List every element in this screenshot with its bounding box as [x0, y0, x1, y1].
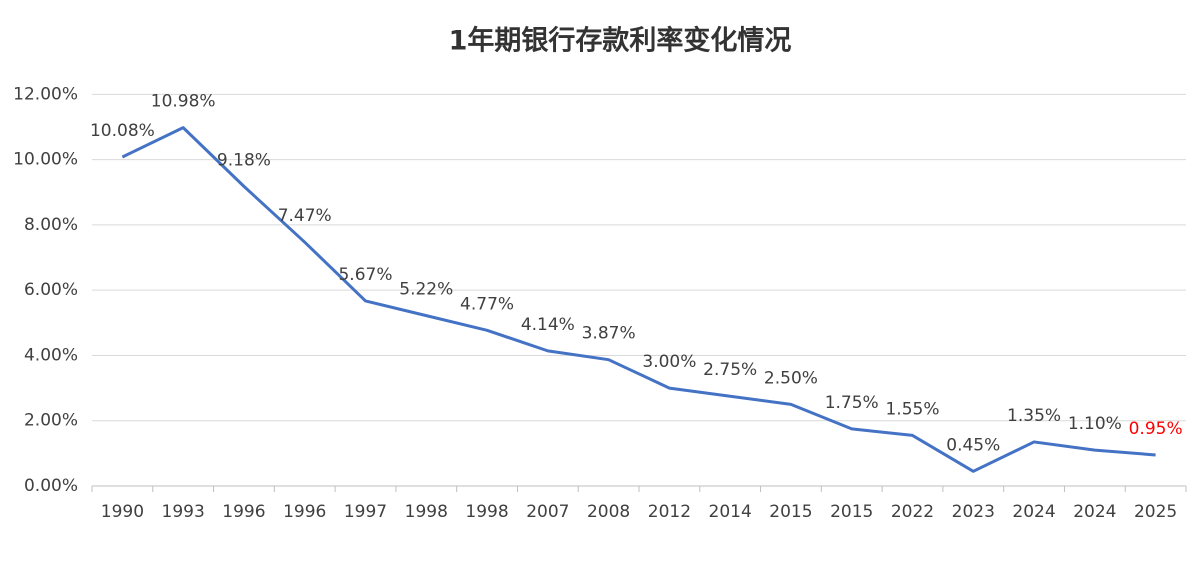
data-label: 9.18% — [217, 150, 271, 170]
data-label: 1.35% — [1007, 406, 1061, 426]
y-tick-label: 0.00% — [24, 476, 78, 496]
data-label: 2.75% — [703, 360, 757, 380]
x-tick-label: 2024 — [1012, 502, 1055, 522]
data-label: 4.77% — [460, 294, 514, 314]
x-tick-label: 2012 — [648, 502, 691, 522]
x-tick-label: 2007 — [526, 502, 569, 522]
data-label: 5.22% — [399, 280, 453, 300]
x-tick-label: 2024 — [1073, 502, 1116, 522]
y-tick-label: 10.00% — [13, 150, 78, 170]
x-tick-label: 2014 — [709, 502, 752, 522]
x-tick-label: 1996 — [283, 502, 326, 522]
x-tick-label: 1993 — [162, 502, 205, 522]
x-tick-label: 1997 — [344, 502, 387, 522]
data-label: 3.00% — [642, 352, 696, 372]
y-tick-label: 6.00% — [24, 280, 78, 300]
y-tick-label: 2.00% — [24, 411, 78, 431]
x-tick-label: 1996 — [222, 502, 265, 522]
data-label: 10.08% — [90, 121, 155, 141]
data-label: 0.45% — [946, 435, 1000, 455]
y-tick-label: 8.00% — [24, 215, 78, 235]
y-tick-label: 4.00% — [24, 345, 78, 365]
chart-title: 1年期银行存款利率变化情况 — [449, 25, 792, 57]
data-label: 7.47% — [278, 206, 332, 226]
data-label: 0.95% — [1129, 419, 1183, 439]
x-tick-label: 2008 — [587, 502, 630, 522]
line — [121, 126, 1156, 473]
y-tick-label: 12.00% — [13, 84, 78, 104]
x-tick-label: 2025 — [1134, 502, 1177, 522]
data-label: 1.75% — [825, 393, 879, 413]
data-label: 2.50% — [764, 368, 818, 388]
data-label: 3.87% — [582, 324, 636, 344]
x-tick-label: 1998 — [405, 502, 448, 522]
data-label: 5.67% — [338, 265, 392, 285]
x-tick-label: 1998 — [465, 502, 508, 522]
x-tick-label: 1990 — [101, 502, 144, 522]
data-label: 1.10% — [1068, 414, 1122, 434]
data-label: 10.98% — [151, 92, 216, 112]
x-tick-label: 2015 — [830, 502, 873, 522]
x-tick-label: 2022 — [891, 502, 934, 522]
x-tick-label: 2023 — [952, 502, 995, 522]
x-tick-label: 2015 — [769, 502, 812, 522]
data-label: 4.14% — [521, 315, 575, 335]
data-label: 1.55% — [885, 399, 939, 419]
